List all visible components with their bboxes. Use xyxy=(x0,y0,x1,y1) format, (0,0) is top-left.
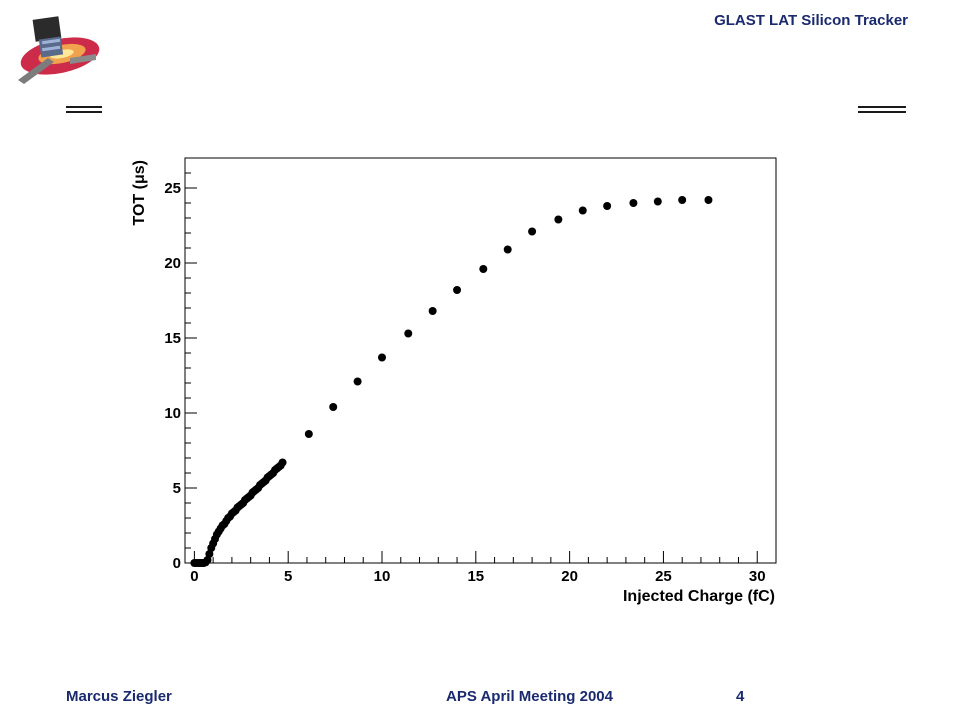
plot-frame xyxy=(184,157,777,564)
y-tick-label: 10 xyxy=(164,405,181,422)
data-point xyxy=(304,430,313,438)
x-tick-label: 20 xyxy=(561,568,578,585)
glast-logo xyxy=(18,16,100,84)
data-point xyxy=(404,329,413,338)
data-point xyxy=(205,550,214,558)
data-point xyxy=(704,196,713,204)
x-tick-label: 15 xyxy=(467,568,484,585)
header-title: GLAST LAT Silicon Tracker xyxy=(714,12,908,29)
data-point xyxy=(453,286,462,294)
footer-page-number: 4 xyxy=(736,688,745,705)
title-rule-right xyxy=(858,106,906,113)
data-point xyxy=(653,197,662,206)
y-tick-label: 15 xyxy=(164,330,181,347)
data-point xyxy=(554,215,563,224)
y-axis-ticks xyxy=(185,157,197,564)
data-point xyxy=(378,353,386,362)
x-tick-label: 5 xyxy=(284,568,292,585)
data-points xyxy=(190,196,713,567)
data-point xyxy=(503,245,512,254)
y-tick-label: 5 xyxy=(173,480,181,497)
data-point xyxy=(528,227,537,236)
footer-author: Marcus Ziegler xyxy=(66,688,172,705)
data-point xyxy=(203,556,212,564)
y-axis-tick-labels: 0 5 10 15 20 25 xyxy=(164,180,181,572)
x-tick-label: 25 xyxy=(655,568,672,585)
data-point xyxy=(353,377,362,386)
x-axis-ticks xyxy=(193,551,777,563)
y-tick-label: 0 xyxy=(173,555,181,572)
data-point xyxy=(479,265,488,273)
x-tick-label: 10 xyxy=(374,568,391,585)
y-tick-label: 20 xyxy=(164,255,181,272)
data-point xyxy=(678,196,687,204)
x-axis-label: Injected Charge (fC) xyxy=(623,588,775,605)
data-point xyxy=(578,206,587,215)
data-point xyxy=(629,199,638,207)
y-axis-label: TOT (μs) xyxy=(131,160,148,226)
x-axis-tick-labels: 0 5 10 15 20 25 30 xyxy=(190,568,765,585)
data-point xyxy=(278,458,287,467)
footer-meeting: APS April Meeting 2004 xyxy=(446,688,613,705)
data-point xyxy=(329,403,338,411)
x-tick-label: 0 xyxy=(190,568,198,585)
data-point xyxy=(603,202,612,210)
x-tick-label: 30 xyxy=(749,568,766,585)
y-tick-label: 25 xyxy=(164,180,181,197)
data-point xyxy=(428,307,437,315)
title-rule-left xyxy=(66,106,102,113)
